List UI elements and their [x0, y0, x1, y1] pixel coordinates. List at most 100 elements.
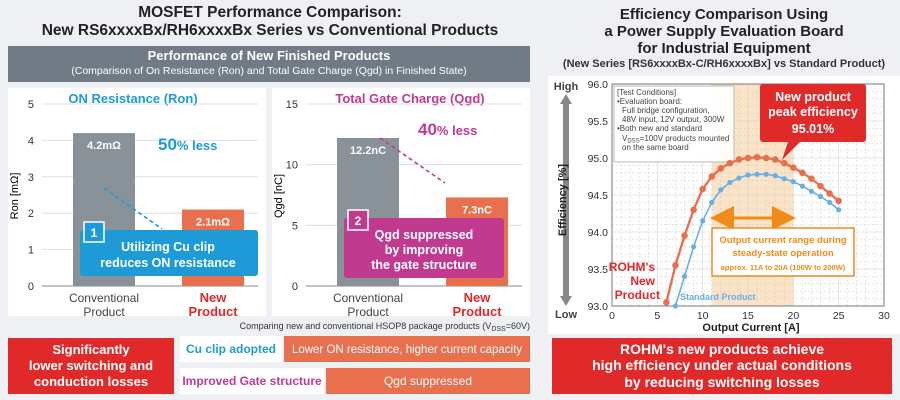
test-conditions-vdss-sub: DSS: [627, 139, 639, 145]
right-conclusion-box: [552, 338, 892, 394]
test-conditions-line-7: on the same board: [622, 143, 689, 152]
new-product-point: [672, 262, 679, 269]
new-product-point: [699, 185, 706, 193]
qgd-callout-line-2: by improving: [385, 243, 463, 257]
efficiency-y-tick-label: 95.5: [588, 116, 609, 128]
qgd-category-label: Product: [347, 305, 389, 319]
ron-chart: ON Resistance (Ron) Ron [mΩ] 0 1 2 3 4 5 4.2m…: [8, 88, 266, 319]
new-product-point: [762, 154, 770, 162]
new-product-point: [771, 156, 779, 163]
qgd-y-tick-label: 0: [292, 281, 298, 293]
left-title-line-2: New RS6xxxxBx/RH6xxxxBx Series vs Conven…: [41, 22, 499, 39]
standard-product-point: [727, 179, 733, 186]
high-label: High: [554, 81, 579, 93]
feature-row2-result-box: [326, 368, 530, 394]
standard-product-point: [808, 188, 815, 194]
qgd-callout-line-3: the gate structure: [371, 258, 477, 272]
right-conclusion-line-1: ROHM's new products achieve: [620, 341, 824, 357]
qgd-y-axis-label: Qgd [nC]: [273, 174, 285, 218]
test-conditions-line-2: •Evaluation board:: [617, 97, 682, 106]
efficiency-x-tick-label: 20: [787, 310, 799, 322]
package-note: Comparing new and conventional HSOP8 pac…: [240, 321, 530, 333]
package-note-main: Comparing new and conventional HSOP8 pac…: [240, 321, 492, 331]
standard-product-point: [772, 173, 778, 179]
low-arrow-icon: [560, 296, 572, 306]
ron-chart-title: ON Resistance (Ron): [68, 91, 197, 106]
standard-product-point: [790, 179, 796, 185]
right-subtitle: (New Series [RS6xxxxBx-C/RH6xxxxBx] vs S…: [562, 58, 886, 70]
range-callout-line-1: Output current range during: [719, 235, 846, 246]
new-product-point: [753, 153, 761, 161]
qgd-y-tick-label: 15: [286, 99, 298, 111]
efficiency-x-axis-label: Output Current [A]: [702, 322, 799, 334]
performance-banner: Performance of New Finished Products (Co…: [8, 46, 530, 82]
new-product-point: [690, 206, 697, 214]
qgd-category-label: New: [464, 290, 492, 305]
feature-row2-result: Qgd suppressed: [384, 374, 472, 388]
efficiency-plot-frame: [611, 83, 885, 307]
standard-product-point: [781, 176, 787, 182]
efficiency-x-tick-label: 0: [609, 310, 615, 322]
qgd-callout-number-box: [347, 209, 369, 231]
test-conditions-line-1: [Test Conditions]: [617, 88, 676, 97]
qgd-reduction-value: 40: [418, 120, 437, 139]
feature-row2-tag-box: [180, 368, 324, 394]
high-arrow-icon: [560, 94, 572, 104]
test-conditions: [Test Conditions] •Evaluation board: Ful…: [613, 85, 735, 163]
qgd-reduction-unit: % less: [437, 123, 477, 138]
ron-reduction-dashed-line: [103, 187, 163, 230]
new-product-series-label: ROHM's New Product: [609, 260, 660, 302]
qgd-reduction-label: 40% less: [418, 120, 477, 139]
feature-row1-result-box: [284, 336, 530, 362]
ron-reduction-value: 50: [158, 135, 177, 154]
standard-product-point: [799, 183, 806, 189]
low-label: Low: [555, 309, 577, 321]
new-product-point: [708, 173, 716, 180]
standard-product-series-label: Standard Product: [680, 292, 756, 302]
ron-y-tick-label: 5: [28, 99, 34, 111]
qgd-reduction-dashed-line: [379, 137, 446, 184]
standard-product-point: [700, 218, 706, 224]
qgd-callout: 2 Qgd suppressed by improving the gate s…: [344, 209, 504, 278]
test-conditions-vdss-rest: =100V products mounted: [640, 134, 730, 143]
new-product-point: [799, 169, 806, 177]
left-conclusion-line-3: conduction losses: [34, 374, 148, 389]
standard-product-point: [736, 175, 742, 181]
efficiency-y-tick-label: 94.5: [588, 190, 609, 202]
standard-product-point: [763, 171, 769, 177]
test-conditions-line-5: •Both new and standard: [617, 124, 702, 133]
standard-product-point: [827, 199, 833, 205]
standard-product-point: [672, 303, 679, 309]
ron-callout-line-1: Utilizing Cu clip: [121, 240, 215, 254]
test-conditions-vdss-v: V: [622, 134, 628, 143]
package-note-subscript: DSS: [491, 326, 506, 333]
efficiency-chart: High Low Efficiency [%] 93.0 93.5 94.0 94.5…: [548, 76, 900, 334]
standard-product-point: [718, 187, 724, 193]
ron-y-axis-label: Ron [mΩ]: [9, 173, 21, 220]
qgd-y-tick-label: 5: [292, 220, 298, 232]
ron-callout-line-2: reduces ON resistance: [100, 256, 236, 270]
qgd-callout-number: 2: [355, 214, 362, 228]
qgd-callout-line-1: Qgd suppressed: [375, 228, 474, 242]
ron-callout: 1 Utilizing Cu clip reduces ON resistanc…: [80, 221, 258, 276]
efficiency-y-tick-label: 93.0: [588, 301, 609, 313]
feature-row1-result: Lower ON resistance, higher current capa…: [292, 344, 522, 356]
svg-text:New: New: [630, 274, 655, 288]
qgd-category-label: Conventional: [333, 291, 403, 305]
ron-data-label: 2.1mΩ: [196, 217, 230, 229]
qgd-category-label: Product: [452, 304, 502, 319]
efficiency-y-tick-label: 96.0: [588, 79, 609, 91]
left-conclusion-line-2: lower switching and: [29, 358, 153, 373]
right-conclusion-line-3: by reducing switching losses: [624, 374, 819, 390]
new-product-point: [726, 159, 734, 167]
range-callout-line-3: approx. 11A to 20A (100W to 200W): [721, 263, 846, 272]
qgd-chart-title: Total Gate Charge (Qgd): [335, 91, 484, 106]
peak-efficiency-callout: New product peak efficiency 95.01%: [760, 84, 866, 160]
efficiency-x-tick-label: 15: [742, 310, 754, 322]
new-product-point: [780, 159, 788, 167]
right-conclusion-line-2: high efficiency under actual conditions: [592, 357, 852, 373]
standard-product-point: [754, 171, 760, 177]
peak-callout-line-2: peak efficiency: [768, 105, 858, 119]
standard-product-point: [691, 244, 697, 250]
package-note-end: =60V): [506, 321, 530, 331]
